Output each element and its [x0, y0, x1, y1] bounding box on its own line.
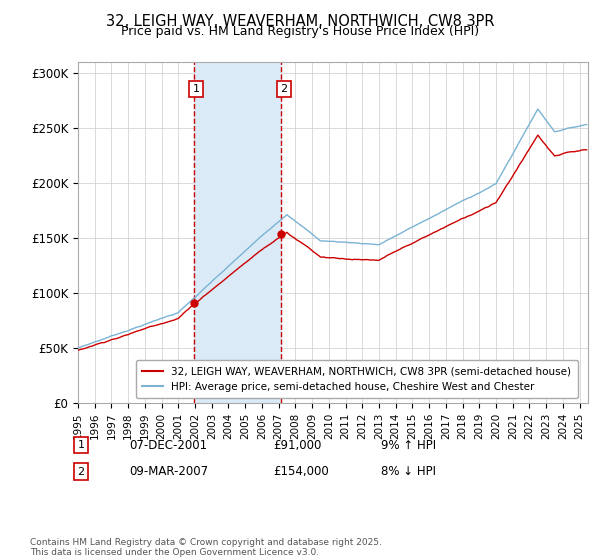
Text: 07-DEC-2001: 07-DEC-2001: [129, 438, 207, 452]
Legend: 32, LEIGH WAY, WEAVERHAM, NORTHWICH, CW8 3PR (semi-detached house), HPI: Average: 32, LEIGH WAY, WEAVERHAM, NORTHWICH, CW8…: [136, 360, 578, 398]
Text: 2: 2: [280, 84, 287, 94]
Bar: [194, 62, 281, 403]
Text: 1: 1: [193, 84, 200, 94]
Text: Price paid vs. HM Land Registry's House Price Index (HPI): Price paid vs. HM Land Registry's House …: [121, 25, 479, 38]
Text: 2: 2: [77, 466, 85, 477]
Text: 1: 1: [77, 440, 85, 450]
Text: Contains HM Land Registry data © Crown copyright and database right 2025.
This d: Contains HM Land Registry data © Crown c…: [30, 538, 382, 557]
Text: 32, LEIGH WAY, WEAVERHAM, NORTHWICH, CW8 3PR: 32, LEIGH WAY, WEAVERHAM, NORTHWICH, CW8…: [106, 14, 494, 29]
Text: £154,000: £154,000: [273, 465, 329, 478]
Text: £91,000: £91,000: [273, 438, 322, 452]
Text: 09-MAR-2007: 09-MAR-2007: [129, 465, 208, 478]
Text: 8% ↓ HPI: 8% ↓ HPI: [381, 465, 436, 478]
Text: 9% ↑ HPI: 9% ↑ HPI: [381, 438, 436, 452]
